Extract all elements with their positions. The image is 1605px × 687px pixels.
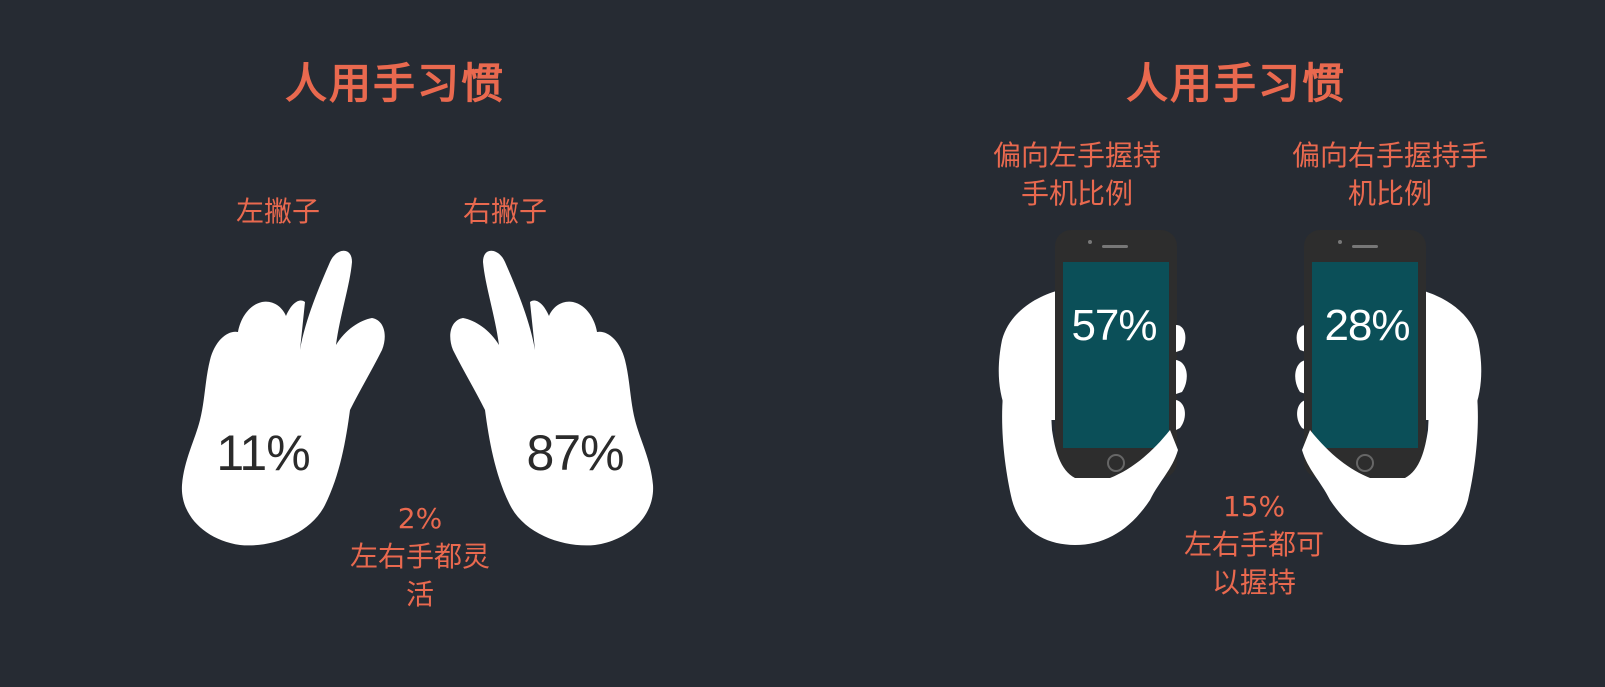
- right-panel-title: 人用手习惯: [1125, 59, 1347, 108]
- left-phone-percent: 57%: [1071, 301, 1157, 350]
- right-phone-percent: 28%: [1324, 301, 1410, 350]
- both-hands-percent: 2%: [397, 502, 443, 535]
- left-panel-title: 人用手习惯: [284, 59, 506, 108]
- right-hand-label: 右撇子: [462, 195, 548, 228]
- both-phone-info: 15% 左右手都可 以握持: [1184, 488, 1324, 602]
- pointing-left-hand-icon: [181, 250, 385, 546]
- both-phone-percent: 15%: [1222, 490, 1286, 523]
- left-phone-label-line1: 偏向左手握持: [992, 139, 1162, 172]
- left-phone-label-line2: 手机比例: [1020, 177, 1134, 210]
- left-phone-label: 偏向左手握持 手机比例: [993, 137, 1161, 213]
- both-phone-label-line2: 以握持: [1211, 566, 1297, 599]
- left-hand-label: 左撇子: [235, 195, 321, 228]
- right-phone-label: 偏向右手握持手 机比例: [1292, 137, 1488, 213]
- both-hands-label-line2: 活: [405, 578, 435, 611]
- both-phone-label-line1: 左右手都可: [1183, 528, 1325, 561]
- left-hand-percent: 11%: [216, 425, 310, 481]
- right-phone-label-line1: 偏向右手握持手: [1291, 139, 1489, 172]
- pointing-right-hand-icon: [450, 250, 654, 546]
- right-phone-label-line2: 机比例: [1347, 177, 1433, 210]
- right-hand-holding-phone-icon: [1295, 230, 1482, 545]
- right-hand-percent: 87%: [526, 425, 624, 481]
- both-hands-label-line1: 左右手都灵: [349, 540, 491, 573]
- both-hands-info: 2% 左右手都灵 活: [350, 500, 490, 614]
- left-hand-holding-phone-icon: [998, 230, 1187, 545]
